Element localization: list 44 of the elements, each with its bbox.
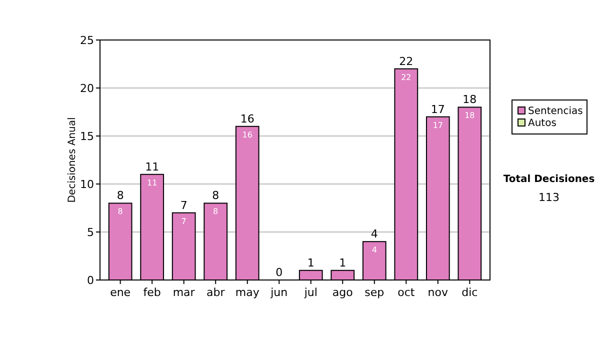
legend-label: Autos <box>528 118 556 129</box>
total-label: 22 <box>399 54 414 68</box>
y-tick-label: 15 <box>80 130 94 143</box>
x-tick-label: jul <box>303 286 318 299</box>
data-label: 4 <box>372 246 377 255</box>
text: 113 <box>538 191 560 204</box>
data-label: 7 <box>181 216 186 226</box>
total-label: 11 <box>145 160 160 174</box>
x-tick-label: ago <box>332 286 354 299</box>
x-tick-label: jun <box>270 286 288 299</box>
total-label: 18 <box>462 93 477 106</box>
text: Total Decisiones <box>503 174 595 185</box>
x-tick-label: nov <box>428 286 449 299</box>
data-label: 11 <box>146 178 158 188</box>
x-tick-label: dic <box>462 286 478 299</box>
data-label: 22 <box>401 72 412 82</box>
x-tick-label: mar <box>172 286 196 299</box>
total-label: 0 <box>276 266 283 279</box>
total-label: 7 <box>180 198 188 212</box>
x-tick-label: oct <box>398 286 416 299</box>
y-tick-label: 10 <box>80 178 94 191</box>
data-label: 17 <box>432 120 444 130</box>
y-tick-label: 0 <box>87 274 94 287</box>
x-tick-label: sep <box>364 286 384 299</box>
x-tick-label: ene <box>110 286 131 299</box>
y-tick-label: 5 <box>87 226 94 239</box>
legend-label: Sentencias <box>528 106 583 117</box>
y-tick-label: 20 <box>80 82 94 95</box>
total-label: 17 <box>430 102 445 116</box>
data-label: 18 <box>464 111 475 120</box>
data-label: 8 <box>118 207 123 216</box>
total-label: 8 <box>212 189 220 202</box>
total-label: 8 <box>116 189 124 202</box>
total-label: 1 <box>307 256 314 270</box>
x-tick-label: abr <box>206 286 226 299</box>
total-label: 4 <box>370 228 378 241</box>
data-label: 8 <box>213 207 218 216</box>
y-tick-label: 25 <box>80 34 94 47</box>
y-axis-title: Decisiones Anual <box>67 117 78 203</box>
total-label: 16 <box>240 112 254 126</box>
total-label: 1 <box>339 256 346 270</box>
x-tick-label: may <box>235 286 260 299</box>
data-label: 16 <box>242 130 252 140</box>
x-tick-label: feb <box>143 286 161 299</box>
